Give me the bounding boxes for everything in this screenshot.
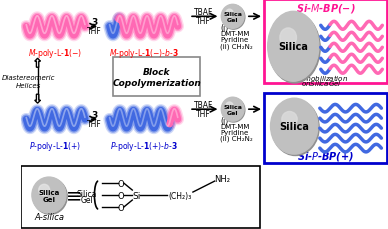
Text: $\it{on Silica Gel}$: $\it{on Silica Gel}$ — [301, 78, 342, 87]
Text: Si-$\it{P}$-BP(+): Si-$\it{P}$-BP(+) — [297, 149, 354, 162]
Text: A-silica: A-silica — [34, 212, 64, 221]
Ellipse shape — [268, 12, 319, 82]
Text: $\it{M}$-poly-L-$\bf{1}$(−): $\it{M}$-poly-L-$\bf{1}$(−) — [28, 47, 83, 60]
Text: TBAF: TBAF — [194, 100, 213, 109]
Text: Silica
Gel: Silica Gel — [223, 12, 242, 23]
Text: Silica: Silica — [279, 122, 309, 132]
Text: $\it{M}$-poly-L-$\bf{1}$(−)-$\it{b}$-$\bf{3}$: $\it{M}$-poly-L-$\bf{1}$(−)-$\it{b}$-$\b… — [109, 47, 178, 60]
Circle shape — [222, 99, 245, 123]
Text: $\it{P}$-poly-L-$\bf{1}$(+): $\it{P}$-poly-L-$\bf{1}$(+) — [29, 139, 82, 153]
Text: Si-$\it{M}$-BP(−): Si-$\it{M}$-BP(−) — [296, 2, 355, 15]
Ellipse shape — [270, 99, 318, 154]
Text: NH₂: NH₂ — [214, 174, 230, 183]
Circle shape — [33, 179, 67, 214]
FancyBboxPatch shape — [264, 0, 387, 84]
Circle shape — [221, 5, 244, 29]
Circle shape — [39, 185, 50, 196]
Text: THF: THF — [196, 109, 211, 118]
Text: (i): (i) — [220, 24, 229, 33]
FancyBboxPatch shape — [113, 58, 201, 97]
Text: ≡: ≡ — [66, 186, 83, 205]
Circle shape — [222, 6, 245, 30]
FancyBboxPatch shape — [264, 94, 387, 163]
Text: Gel: Gel — [80, 195, 93, 204]
Text: DMT-MM: DMT-MM — [220, 124, 250, 130]
Text: THF: THF — [87, 27, 102, 36]
Circle shape — [226, 10, 233, 18]
Ellipse shape — [272, 100, 319, 156]
FancyBboxPatch shape — [21, 166, 260, 228]
Text: O: O — [118, 179, 124, 188]
Ellipse shape — [280, 29, 296, 48]
FancyArrow shape — [35, 59, 40, 68]
Text: O: O — [118, 191, 124, 200]
Text: 3: 3 — [91, 18, 97, 27]
Text: $\it{P}$-poly-L-$\bf{1}$(+)-$\it{b}$-$\bf{3}$: $\it{P}$-poly-L-$\bf{1}$(+)-$\it{b}$-$\b… — [110, 139, 178, 153]
Circle shape — [32, 177, 66, 213]
Text: (ii) CH₂N₂: (ii) CH₂N₂ — [220, 135, 253, 142]
Text: THF: THF — [87, 119, 102, 128]
Text: Diastereomeric
Helices: Diastereomeric Helices — [2, 75, 55, 89]
Text: Silica
Gel: Silica Gel — [38, 189, 60, 202]
Text: Block
Copolymerization: Block Copolymerization — [113, 68, 201, 88]
FancyArrow shape — [35, 95, 40, 104]
Text: Silica
Gel: Silica Gel — [223, 104, 242, 115]
Text: (ii) CH₂N₂: (ii) CH₂N₂ — [220, 43, 253, 49]
Text: Pyridine: Pyridine — [220, 37, 249, 43]
Text: Si: Si — [132, 191, 140, 200]
Text: DMT-MM: DMT-MM — [220, 31, 250, 37]
Circle shape — [221, 98, 244, 122]
Text: O: O — [118, 203, 124, 212]
Text: 3: 3 — [91, 110, 97, 119]
Text: THF: THF — [196, 17, 211, 26]
Ellipse shape — [269, 14, 320, 84]
Ellipse shape — [282, 112, 297, 127]
Text: TBAF: TBAF — [194, 8, 213, 17]
Text: Silica: Silica — [77, 189, 97, 198]
Circle shape — [226, 103, 233, 110]
Text: (i): (i) — [220, 116, 229, 125]
Text: $\it{Immobilization}$: $\it{Immobilization}$ — [295, 73, 348, 83]
Text: Silica: Silica — [278, 42, 308, 52]
Text: Pyridine: Pyridine — [220, 130, 249, 136]
Text: (CH₂)₃: (CH₂)₃ — [168, 191, 191, 200]
